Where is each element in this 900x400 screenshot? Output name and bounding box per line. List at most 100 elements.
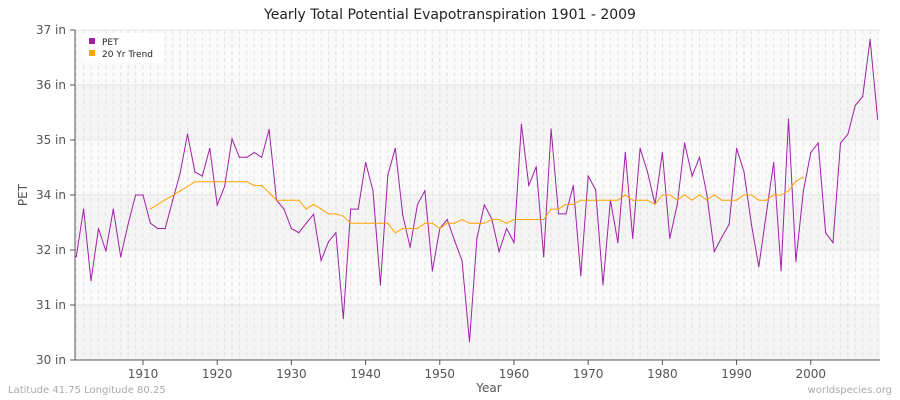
trend-data-point: [402, 227, 404, 230]
trend-data-point: [305, 208, 307, 210]
trend-data-point: [394, 232, 396, 234]
pet-data-point: [550, 128, 552, 130]
x-tick-label: 1960: [499, 367, 530, 381]
pet-data-point: [342, 317, 344, 320]
trend-data-point: [268, 192, 270, 194]
trend-data-point: [572, 203, 574, 206]
trend-data-point: [735, 199, 738, 201]
pet-data-point: [728, 223, 730, 225]
pet-data-point: [661, 151, 663, 154]
pet-data-point: [164, 227, 166, 230]
trend-data-point: [290, 199, 292, 201]
pet-data-point: [246, 156, 248, 158]
trend-data-point: [557, 208, 560, 210]
trend-data-point: [342, 215, 344, 217]
trend-data-point: [676, 199, 678, 201]
y-tick-label: 31 in: [36, 298, 66, 312]
trend-data-point: [357, 222, 359, 224]
pet-data-point: [253, 151, 255, 154]
trend-data-point: [327, 213, 330, 215]
pet-data-point: [869, 38, 871, 41]
trend-data-point: [498, 218, 500, 221]
plot-band: [75, 250, 880, 305]
pet-data-point: [313, 213, 315, 215]
pet-data-point: [298, 232, 300, 234]
pet-data-point: [172, 199, 174, 201]
pet-data-point: [431, 270, 433, 272]
trend-data-point: [372, 222, 374, 224]
legend: PET 20 Yr Trend: [82, 33, 164, 63]
pet-data-point: [847, 133, 849, 135]
pet-data-point: [543, 256, 545, 258]
trend-data-point: [787, 190, 790, 192]
trend-data-point: [483, 222, 485, 224]
x-tick-label: 1970: [573, 367, 604, 381]
pet-data-point: [617, 242, 619, 244]
pet-data-point: [97, 227, 100, 230]
trend-data-point: [416, 227, 419, 230]
pet-data-point: [179, 172, 181, 174]
trend-data-point: [409, 227, 411, 230]
pet-data-point: [357, 208, 359, 210]
trend-data-point: [209, 181, 211, 183]
trend-data-point: [602, 199, 604, 201]
trend-data-point: [172, 194, 174, 197]
pet-data-point: [721, 236, 723, 239]
legend-swatch-trend: [89, 50, 95, 56]
trend-data-point: [224, 181, 226, 183]
pet-data-point: [795, 260, 797, 263]
pet-data-point: [580, 275, 582, 277]
pet-data-point: [231, 138, 233, 140]
pet-data-point: [387, 174, 389, 176]
pet-data-point: [461, 259, 463, 262]
y-tick-label: 35 in: [36, 133, 66, 147]
trend-data-point: [261, 184, 263, 187]
pet-data-point: [372, 190, 374, 192]
x-axis-label: Year: [475, 381, 501, 395]
trend-data-point: [231, 181, 233, 183]
trend-data-point: [476, 222, 478, 224]
trend-data-point: [773, 194, 775, 196]
pet-data-point: [780, 270, 782, 272]
trend-data-point: [587, 199, 589, 201]
trend-data-point: [431, 222, 433, 224]
trend-data-point: [335, 213, 337, 215]
y-axis-label: PET: [16, 183, 30, 206]
trend-data-point: [461, 218, 463, 221]
trend-data-point: [639, 199, 641, 201]
pet-data-point: [854, 104, 856, 107]
pet-data-point: [839, 142, 842, 144]
pet-data-point: [787, 118, 790, 120]
trend-data-point: [654, 203, 656, 206]
trend-data-point: [379, 222, 382, 224]
pet-data-point: [513, 242, 515, 244]
y-tick-label: 30 in: [36, 353, 66, 367]
chart-title: Yearly Total Potential Evapotranspiratio…: [264, 7, 636, 23]
pet-data-point: [105, 250, 107, 252]
trend-data-point: [194, 181, 196, 183]
trend-data-point: [520, 218, 523, 221]
pet-data-point: [557, 213, 560, 215]
y-tick-label: 37 in: [36, 23, 66, 37]
pet-data-point: [825, 232, 827, 234]
pet-data-point: [817, 142, 819, 144]
trend-data-point: [320, 208, 322, 210]
pet-data-point: [832, 242, 834, 244]
trend-data-point: [617, 199, 619, 201]
trend-data-point: [157, 203, 159, 206]
trend-data-point: [424, 222, 426, 224]
pet-data-point: [350, 208, 352, 210]
x-tick-label: 1940: [350, 367, 381, 381]
pet-data-point: [454, 240, 456, 242]
pet-data-point: [491, 217, 493, 220]
pet-data-point: [446, 218, 448, 221]
trend-data-point: [298, 199, 300, 201]
trend-data-point: [313, 203, 315, 206]
pet-data-point: [713, 250, 715, 253]
trend-data-point: [550, 208, 552, 210]
trend-data-point: [632, 199, 634, 201]
pet-data-point: [572, 184, 574, 187]
pet-data-point: [802, 190, 804, 192]
pet-data-point: [624, 151, 626, 154]
trend-data-point: [543, 218, 545, 221]
